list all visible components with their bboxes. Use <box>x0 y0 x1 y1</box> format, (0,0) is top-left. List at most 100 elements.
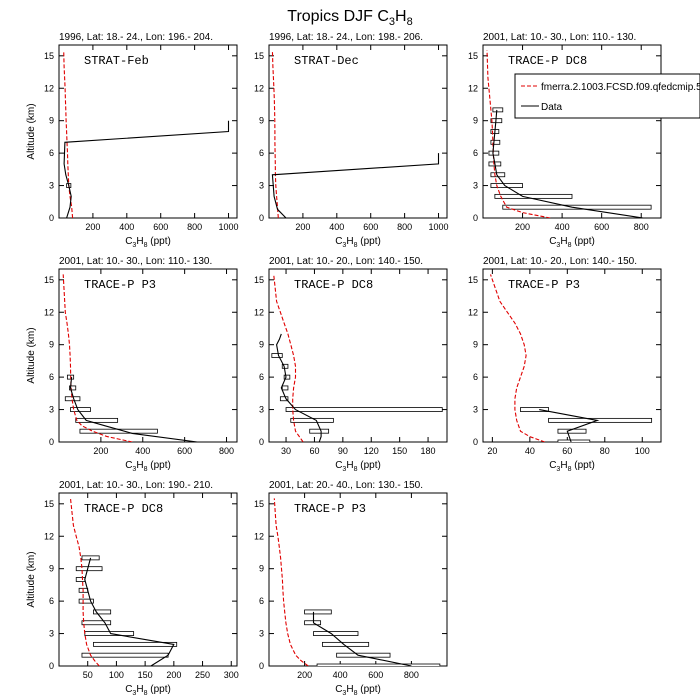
data-range-box <box>93 609 112 615</box>
model-series-line <box>273 498 309 666</box>
panel-5: 2001, Lat: 10.- 20., Lon: 140.- 150. TRAC… <box>254 256 448 473</box>
campaign-label: TRACE-P P3 <box>294 502 366 516</box>
plot-area <box>273 498 441 666</box>
y-tick-label: 0 <box>49 213 54 223</box>
x-axis-label-part: (ppt) <box>357 460 380 471</box>
plot-frame <box>58 268 238 443</box>
x-tick-label: 120 <box>364 446 379 456</box>
legend: fmerra.2.1003.FCSD.f09.qfedcmip.5 Data <box>514 73 700 119</box>
x-tick-label: 200 <box>515 222 530 232</box>
y-tick-label: 3 <box>259 181 264 191</box>
plot-frame <box>58 44 238 219</box>
campaign-label: STRAT-Feb <box>84 54 149 68</box>
observation-series-line <box>312 611 412 666</box>
x-tick-label: 30 <box>281 446 291 456</box>
x-axis-label-part: (ppt) <box>571 236 594 247</box>
y-tick-label: 3 <box>259 629 264 639</box>
model-series-line <box>63 50 74 218</box>
x-tick-label: 40 <box>525 446 535 456</box>
data-range-box <box>290 417 334 423</box>
x-axis-label-part: (ppt) <box>571 460 594 471</box>
y-tick-label: 0 <box>259 661 264 671</box>
x-axis-label: C3H8 (ppt) <box>125 460 171 473</box>
y-tick-label: 12 <box>44 531 54 541</box>
data-range-box <box>78 598 94 604</box>
x-axis-label-part: 3 <box>342 690 346 697</box>
observation-series-line <box>84 557 175 666</box>
model-series-line <box>62 274 133 442</box>
x-tick-label: 200 <box>295 222 310 232</box>
figure-title: Tropics DJF C3H8 <box>287 8 412 28</box>
x-axis-label-part: 3 <box>132 466 136 473</box>
x-tick-label: 800 <box>404 670 419 680</box>
y-tick-label: 9 <box>259 564 264 574</box>
y-tick-label: 9 <box>473 340 478 350</box>
y-tick-label: 0 <box>49 661 54 671</box>
x-axis-label-part: (ppt) <box>147 460 170 471</box>
x-tick-label: 20 <box>487 446 497 456</box>
y-tick-label: 3 <box>49 181 54 191</box>
x-tick-label: 50 <box>83 670 93 680</box>
legend-model-label: fmerra.2.1003.FCSD.f09.qfedcmip.5 <box>541 82 700 93</box>
y-tick-label: 12 <box>44 83 54 93</box>
x-axis-label: C3H8 (ppt) <box>335 236 381 249</box>
data-range-box <box>488 150 500 156</box>
x-axis-label-part: C <box>125 460 132 471</box>
x-axis-label-part: 3 <box>342 466 346 473</box>
panel-header: 2001, Lat: 10.- 30., Lon: 110.- 130. <box>59 256 212 267</box>
x-axis-label-part: 8 <box>568 242 572 249</box>
y-tick-label: 3 <box>49 629 54 639</box>
panel-2: 1996, Lat: 18.- 24., Lon: 198.- 206. STRA… <box>254 32 449 249</box>
panel-header: 2001, Lat: 10.- 30., Lon: 110.- 130. <box>483 32 636 43</box>
observation-series-line <box>492 109 644 218</box>
y-tick-label: 15 <box>254 275 264 285</box>
observation-series-line <box>69 377 198 442</box>
x-tick-label: 90 <box>338 446 348 456</box>
y-tick-label: 3 <box>259 405 264 415</box>
plot-frame <box>58 492 238 667</box>
y-tick-label: 15 <box>44 51 54 61</box>
x-axis-label-part: C <box>125 236 132 247</box>
data-range-box <box>75 566 103 572</box>
x-tick-label: 250 <box>195 670 210 680</box>
x-tick-label: 150 <box>392 446 407 456</box>
y-tick-label: 12 <box>468 83 478 93</box>
model-series-line <box>489 274 545 442</box>
data-range-box <box>75 577 86 582</box>
y-tick-label: 6 <box>49 372 54 382</box>
x-axis-label-part: (ppt) <box>147 684 170 695</box>
x-axis-label-part: C <box>335 236 342 247</box>
x-axis-label-part: H <box>136 684 143 695</box>
data-range-box <box>81 620 112 626</box>
x-axis-label: C3H8 (ppt) <box>125 684 171 697</box>
y-tick-label: 0 <box>473 213 478 223</box>
campaign-label: TRACE-P DC8 <box>294 278 373 292</box>
y-tick-label: 9 <box>49 116 54 126</box>
y-tick-label: 3 <box>473 181 478 191</box>
campaign-label: TRACE-P DC8 <box>508 54 587 68</box>
x-axis-label-part: C <box>125 684 132 695</box>
data-range-box <box>502 204 652 210</box>
y-tick-label: 15 <box>254 499 264 509</box>
x-axis-label-part: (ppt) <box>147 236 170 247</box>
x-tick-label: 400 <box>119 222 134 232</box>
x-tick-label: 200 <box>85 222 100 232</box>
x-axis-label-part: H <box>346 236 353 247</box>
model-series-line <box>486 50 551 218</box>
plot-frame <box>482 44 662 219</box>
x-axis-label-part: H <box>136 236 143 247</box>
y-axis-label: Altitude (km) <box>26 551 37 607</box>
x-tick-label: 400 <box>329 222 344 232</box>
x-axis-label-part: H <box>346 684 353 695</box>
y-tick-label: 15 <box>44 499 54 509</box>
plot-frame <box>268 44 448 219</box>
x-tick-label: 1000 <box>429 222 449 232</box>
x-tick-label: 200 <box>166 670 181 680</box>
x-tick-label: 400 <box>555 222 570 232</box>
plot-area <box>63 50 230 218</box>
x-axis-label-part: H <box>560 236 567 247</box>
data-range-box <box>490 139 501 145</box>
data-range-box <box>281 385 289 391</box>
x-tick-label: 800 <box>634 222 649 232</box>
x-axis-label-part: 3 <box>132 690 136 697</box>
